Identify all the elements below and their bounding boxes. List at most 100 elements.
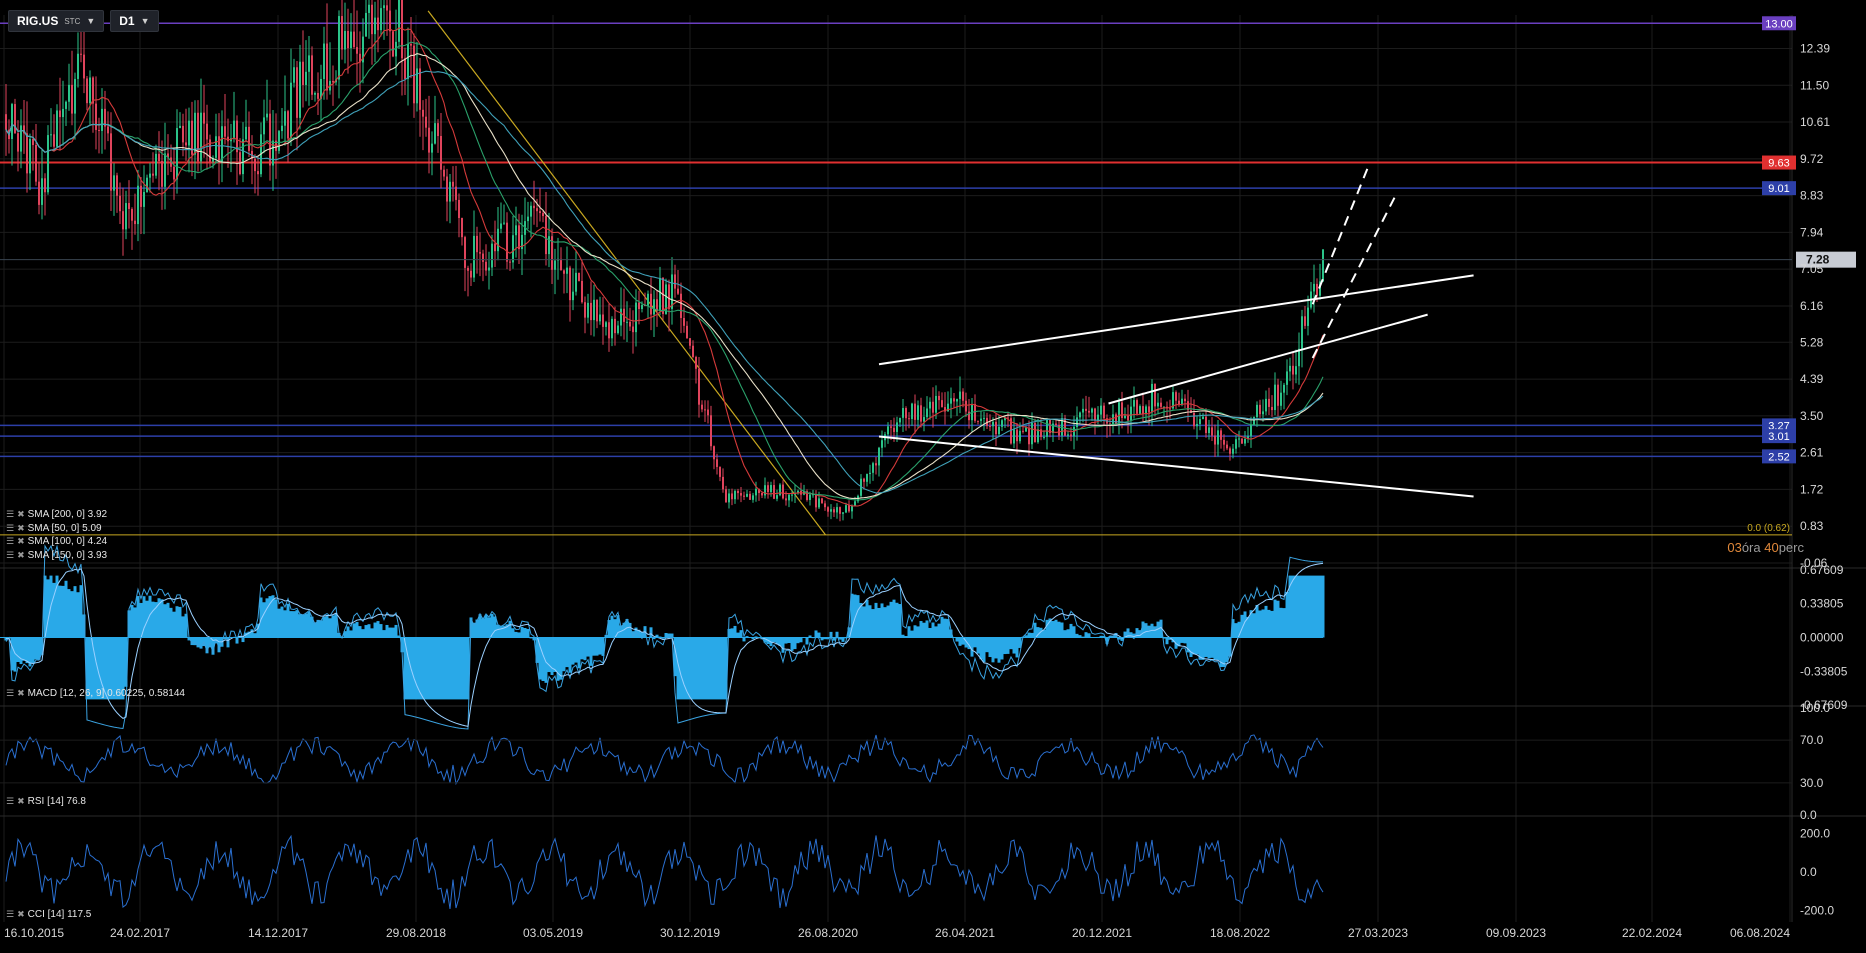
candle-body	[254, 158, 256, 172]
price-axis-tick: 5.28	[1800, 335, 1824, 349]
candle-body	[566, 267, 568, 274]
candle-body	[1037, 429, 1039, 443]
settings-icon[interactable]: ☰	[6, 909, 15, 919]
candle-body	[551, 236, 553, 270]
candle-body	[902, 408, 904, 418]
candle-body	[1280, 392, 1282, 406]
close-icon[interactable]: ✖	[17, 688, 25, 698]
settings-icon[interactable]: ☰	[6, 509, 15, 519]
candle-body	[89, 77, 91, 104]
candle-body	[533, 205, 535, 209]
candle-body	[131, 208, 133, 221]
candle-body	[590, 302, 592, 321]
candle-body	[1115, 414, 1117, 424]
candle-body	[866, 474, 868, 482]
legend-sma100[interactable]: ☰ ✖ SMA [100, 0] 4.24	[6, 535, 107, 549]
time-axis-tick: 27.03.2023	[1348, 926, 1408, 940]
settings-icon[interactable]: ☰	[6, 536, 15, 546]
close-icon[interactable]: ✖	[17, 522, 25, 533]
candle-body	[620, 308, 622, 326]
candle-body	[614, 318, 616, 334]
candle-body	[506, 222, 508, 262]
candle-body	[353, 31, 355, 48]
candle-body	[347, 30, 349, 49]
candle-body	[68, 84, 70, 102]
candle-body	[776, 495, 778, 499]
close-icon[interactable]: ✖	[17, 536, 25, 546]
candle-body	[1292, 365, 1294, 375]
legend-sma50[interactable]: ☰ ✖ SMA [50, 0] 5.09	[6, 522, 107, 536]
candle-body	[950, 398, 952, 404]
settings-icon[interactable]: ☰	[6, 796, 15, 806]
close-icon[interactable]: ✖	[17, 909, 25, 919]
candle-body	[1127, 415, 1129, 421]
candle-body	[20, 125, 22, 152]
legend-cci[interactable]: ☰ ✖ CCI [14] 117.5	[6, 908, 91, 922]
level-price-label: 9.63	[1768, 158, 1789, 170]
candle-body	[326, 43, 328, 91]
candle-body	[740, 493, 742, 496]
candle-body	[188, 120, 190, 146]
settings-icon[interactable]: ☰	[6, 549, 15, 560]
candle-body	[26, 133, 28, 174]
candle-body	[596, 299, 598, 322]
candle-body	[782, 484, 784, 499]
close-icon[interactable]: ✖	[17, 549, 25, 560]
legend-sma150[interactable]: ☰ ✖ SMA [150, 0] 3.93	[6, 549, 107, 563]
candle-body	[1259, 404, 1261, 415]
symbol-type-label: STC	[64, 16, 81, 26]
candle-body	[431, 143, 433, 153]
candle-body	[104, 108, 106, 127]
time-axis-tick: 14.12.2017	[248, 926, 308, 940]
candle-body	[713, 446, 715, 460]
candle-body	[641, 305, 643, 309]
symbol-selector[interactable]: RIG.US STC ▼	[8, 10, 105, 32]
candle-body	[920, 405, 922, 422]
candle-body	[1247, 436, 1249, 439]
legend-macd[interactable]: ☰ ✖ MACD [12, 26, 9] 0.60225, 0.58144	[6, 687, 185, 701]
close-icon[interactable]: ✖	[17, 796, 25, 806]
candle-body	[1049, 419, 1051, 433]
timeframe-selector[interactable]: D1 ▼	[110, 10, 159, 32]
close-icon[interactable]: ✖	[17, 509, 25, 519]
candle-body	[482, 253, 484, 262]
settings-icon[interactable]: ☰	[6, 522, 15, 533]
settings-icon[interactable]: ☰	[6, 688, 15, 698]
candle-body	[149, 173, 151, 178]
candle-body	[293, 67, 295, 83]
cci-axis-tick: 0.0	[1800, 865, 1817, 879]
candle-body	[512, 235, 514, 263]
candle-body	[1187, 401, 1189, 411]
candle-body	[302, 61, 304, 85]
legend-sma200[interactable]: ☰ ✖ SMA [200, 0] 3.92	[6, 508, 107, 522]
candle-body	[56, 110, 58, 147]
candle-body	[350, 31, 352, 49]
candle-body	[1244, 438, 1246, 444]
candle-body	[878, 447, 880, 466]
candle-body	[833, 509, 835, 513]
candle-body	[881, 440, 883, 448]
candle-body	[905, 408, 907, 419]
candle-body	[818, 498, 820, 508]
candle-body	[1055, 423, 1057, 425]
candle-body	[959, 391, 961, 399]
candle-body	[377, 17, 379, 31]
candle-body	[464, 237, 466, 268]
timeframe-label: D1	[119, 14, 135, 28]
legend-rsi[interactable]: ☰ ✖ RSI [14] 76.8	[6, 795, 86, 809]
candle-body	[926, 408, 928, 418]
candle-body	[497, 228, 499, 252]
sma-layer	[5, 27, 1324, 507]
candle-body	[317, 93, 319, 99]
candle-body	[1277, 384, 1279, 406]
legend-sma50-label: SMA [50, 0] 5.09	[27, 522, 102, 534]
candle-body	[854, 501, 856, 506]
candle-body	[50, 134, 52, 136]
candle-body	[458, 199, 460, 219]
candle-body	[722, 476, 724, 490]
candle-body	[374, 17, 376, 35]
candle-body	[1145, 406, 1147, 415]
candle-body	[80, 53, 82, 55]
